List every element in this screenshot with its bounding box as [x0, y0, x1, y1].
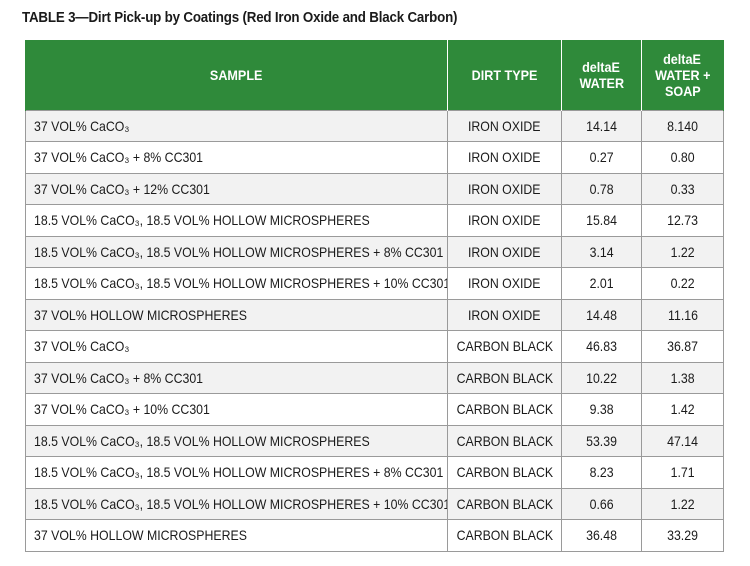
cell-delta-water: 8.23	[561, 456, 642, 489]
dirt-pickup-table: SAMPLE DIRT TYPE deltaE WATER deltaE WAT…	[25, 40, 724, 552]
table-row: 37 VOL% CaCO₃ CARBON BLACK 46.83 36.87	[25, 330, 724, 363]
cell-dirt-type: IRON OXIDE	[447, 172, 562, 205]
table-row: 18.5 VOL% CaCO₃, 18.5 VOL% HOLLOW MICROS…	[25, 424, 724, 457]
cell-dirt-type: IRON OXIDE	[447, 204, 562, 237]
cell-delta-water: 2.01	[561, 267, 642, 300]
cell-delta-water: 3.14	[561, 235, 642, 268]
cell-delta-water-soap: 1.38	[641, 361, 724, 394]
table-row: 18.5 VOL% CaCO₃, 18.5 VOL% HOLLOW MICROS…	[25, 487, 724, 520]
cell-sample: 37 VOL% CaCO₃	[25, 330, 448, 363]
cell-dirt-type: CARBON BLACK	[447, 424, 562, 457]
cell-delta-water-soap: 1.22	[641, 487, 724, 520]
cell-sample: 18.5 VOL% CaCO₃, 18.5 VOL% HOLLOW MICROS…	[25, 424, 448, 457]
cell-delta-water-soap: 1.22	[641, 235, 724, 268]
table-row: 18.5 VOL% CaCO₃, 18.5 VOL% HOLLOW MICROS…	[25, 204, 724, 237]
table-row: 37 VOL% CaCO₃ + 12% CC301 IRON OXIDE 0.7…	[25, 172, 724, 205]
cell-delta-water: 15.84	[561, 204, 642, 237]
header-delta-water-soap: deltaE WATER + SOAP	[641, 40, 724, 110]
header-row: SAMPLE DIRT TYPE deltaE WATER deltaE WAT…	[25, 40, 724, 110]
cell-sample: 37 VOL% HOLLOW MICROSPHERES	[25, 298, 448, 331]
cell-dirt-type: CARBON BLACK	[447, 330, 562, 363]
cell-delta-water-soap: 1.42	[641, 393, 724, 426]
cell-sample: 37 VOL% CaCO₃ + 12% CC301	[25, 172, 448, 205]
cell-dirt-type: CARBON BLACK	[447, 361, 562, 394]
cell-dirt-type: IRON OXIDE	[447, 141, 562, 174]
cell-delta-water-soap: 0.22	[641, 267, 724, 300]
cell-dirt-type: IRON OXIDE	[447, 298, 562, 331]
table-row: 37 VOL% CaCO₃ + 8% CC301 CARBON BLACK 10…	[25, 361, 724, 394]
cell-sample: 18.5 VOL% CaCO₃, 18.5 VOL% HOLLOW MICROS…	[25, 456, 448, 489]
cell-sample: 37 VOL% CaCO₃ + 8% CC301	[25, 361, 448, 394]
cell-delta-water: 36.48	[561, 519, 642, 552]
cell-delta-water-soap: 12.73	[641, 204, 724, 237]
cell-dirt-type: IRON OXIDE	[447, 235, 562, 268]
cell-delta-water: 0.78	[561, 172, 642, 205]
cell-delta-water-soap: 1.71	[641, 456, 724, 489]
table-row: 37 VOL% CaCO₃ IRON OXIDE 14.14 8.140	[25, 109, 724, 142]
cell-sample: 37 VOL% HOLLOW MICROSPHERES	[25, 519, 448, 552]
cell-delta-water-soap: 47.14	[641, 424, 724, 457]
cell-dirt-type: CARBON BLACK	[447, 393, 562, 426]
cell-delta-water: 46.83	[561, 330, 642, 363]
cell-dirt-type: IRON OXIDE	[447, 267, 562, 300]
cell-delta-water-soap: 8.140	[641, 109, 724, 142]
table-row: 37 VOL% HOLLOW MICROSPHERES IRON OXIDE 1…	[25, 298, 724, 331]
header-sample: SAMPLE	[25, 40, 448, 110]
cell-dirt-type: IRON OXIDE	[447, 109, 562, 142]
cell-sample: 18.5 VOL% CaCO₃, 18.5 VOL% HOLLOW MICROS…	[25, 487, 448, 520]
cell-sample: 18.5 VOL% CaCO₃, 18.5 VOL% HOLLOW MICROS…	[25, 204, 448, 237]
cell-dirt-type: CARBON BLACK	[447, 487, 562, 520]
cell-sample: 37 VOL% CaCO₃	[25, 109, 448, 142]
cell-delta-water: 14.48	[561, 298, 642, 331]
cell-delta-water: 14.14	[561, 109, 642, 142]
table-body: 37 VOL% CaCO₃ IRON OXIDE 14.14 8.140 37 …	[25, 109, 724, 552]
cell-delta-water-soap: 11.16	[641, 298, 724, 331]
header-delta-water: deltaE WATER	[561, 40, 642, 110]
table-row: 37 VOL% CaCO₃ + 8% CC301 IRON OXIDE 0.27…	[25, 141, 724, 174]
cell-delta-water: 10.22	[561, 361, 642, 394]
cell-delta-water-soap: 0.80	[641, 141, 724, 174]
cell-delta-water: 0.27	[561, 141, 642, 174]
cell-delta-water-soap: 33.29	[641, 519, 724, 552]
table-row: 18.5 VOL% CaCO₃, 18.5 VOL% HOLLOW MICROS…	[25, 456, 724, 489]
cell-delta-water: 9.38	[561, 393, 642, 426]
cell-dirt-type: CARBON BLACK	[447, 519, 562, 552]
cell-delta-water: 0.66	[561, 487, 642, 520]
cell-sample: 18.5 VOL% CaCO₃, 18.5 VOL% HOLLOW MICROS…	[25, 267, 448, 300]
cell-delta-water: 53.39	[561, 424, 642, 457]
cell-delta-water-soap: 0.33	[641, 172, 724, 205]
table-header: SAMPLE DIRT TYPE deltaE WATER deltaE WAT…	[25, 40, 724, 110]
table-row: 18.5 VOL% CaCO₃, 18.5 VOL% HOLLOW MICROS…	[25, 267, 724, 300]
header-dirt-type: DIRT TYPE	[447, 40, 562, 110]
table-row: 37 VOL% CaCO₃ + 10% CC301 CARBON BLACK 9…	[25, 393, 724, 426]
cell-sample: 37 VOL% CaCO₃ + 10% CC301	[25, 393, 448, 426]
table-row: 37 VOL% HOLLOW MICROSPHERES CARBON BLACK…	[25, 519, 724, 552]
cell-delta-water-soap: 36.87	[641, 330, 724, 363]
cell-dirt-type: CARBON BLACK	[447, 456, 562, 489]
table-title: TABLE 3—Dirt Pick-up by Coatings (Red Ir…	[22, 10, 458, 26]
cell-sample: 18.5 VOL% CaCO₃, 18.5 VOL% HOLLOW MICROS…	[25, 235, 448, 268]
cell-sample: 37 VOL% CaCO₃ + 8% CC301	[25, 141, 448, 174]
table-row: 18.5 VOL% CaCO₃, 18.5 VOL% HOLLOW MICROS…	[25, 235, 724, 268]
